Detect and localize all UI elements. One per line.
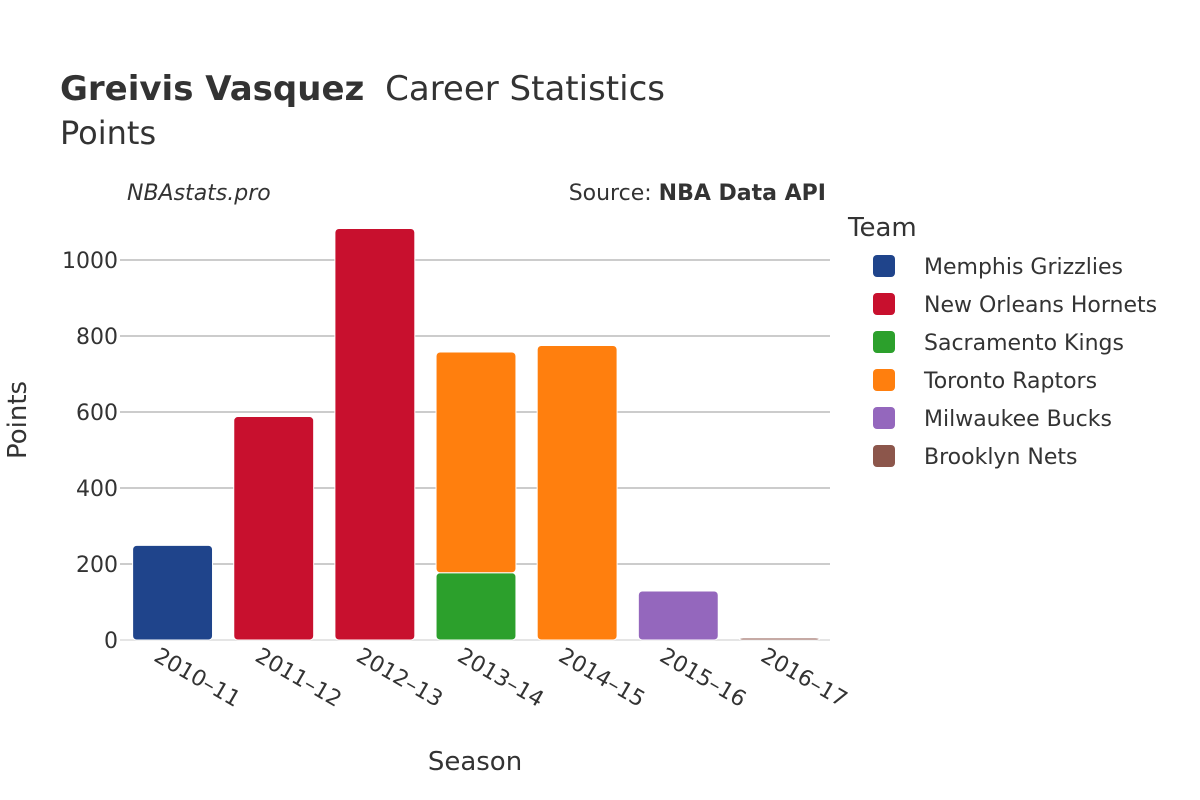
legend-swatch <box>873 255 895 277</box>
legend-label: Toronto Raptors <box>923 369 1097 394</box>
watermark: NBAstats.pro <box>127 181 271 206</box>
y-tick-label: 400 <box>76 477 118 502</box>
x-axis-title: Season <box>428 747 522 777</box>
legend-label: Milwaukee Bucks <box>924 407 1112 432</box>
x-tick-label: 2012–13 <box>352 644 447 713</box>
bar <box>435 572 517 641</box>
legend-label: New Orleans Hornets <box>924 293 1157 318</box>
y-tick-label: 800 <box>76 325 118 350</box>
x-tick-label: 2015–16 <box>655 644 750 713</box>
bars <box>132 227 820 641</box>
source-name: NBA Data API <box>659 181 826 206</box>
bar <box>637 590 719 641</box>
source-prefix: Source: <box>569 181 659 206</box>
legend-swatch <box>873 293 895 315</box>
bar <box>738 637 820 641</box>
legend: Memphis Grizzlies New Orleans Hornets Sacr… <box>873 255 1157 470</box>
x-tick-label: 2016–17 <box>756 644 851 713</box>
legend-swatch <box>873 407 895 429</box>
legend-label: Sacramento Kings <box>924 331 1124 356</box>
x-tick-label: 2010–11 <box>150 644 245 713</box>
x-axis-ticks: 2010–11 2011–12 2012–13 2013–14 2014–15 2015–… <box>150 644 852 713</box>
x-tick-label: 2014–15 <box>554 644 649 713</box>
y-tick-label: 0 <box>104 629 118 654</box>
chart-subtitle: Points <box>60 114 156 152</box>
chart-title-rest: Career Statistics <box>385 69 665 109</box>
legend-label: Memphis Grizzlies <box>924 255 1123 280</box>
y-tick-label: 600 <box>76 401 118 426</box>
legend-label: Brooklyn Nets <box>924 445 1077 470</box>
bar <box>132 544 214 641</box>
y-tick-label: 1000 <box>62 249 118 274</box>
bar <box>233 416 315 641</box>
y-axis-title: Points <box>3 381 33 459</box>
y-tick-label: 200 <box>76 553 118 578</box>
x-tick-label: 2013–14 <box>453 644 548 713</box>
chart-title: Greivis Vasquez Career Statistics <box>60 69 665 109</box>
legend-swatch <box>873 369 895 391</box>
x-tick-label: 2011–12 <box>251 644 346 713</box>
legend-title: Team <box>847 213 917 243</box>
source-credit: Source: NBA Data API <box>569 181 826 206</box>
bar <box>435 351 517 574</box>
legend-swatch <box>873 331 895 353</box>
y-axis-ticks: 0 200 400 600 800 1000 <box>62 249 118 654</box>
bar <box>334 227 416 641</box>
legend-swatch <box>873 445 895 467</box>
bar <box>536 345 618 641</box>
chart-title-bold: Greivis Vasquez <box>60 69 364 109</box>
